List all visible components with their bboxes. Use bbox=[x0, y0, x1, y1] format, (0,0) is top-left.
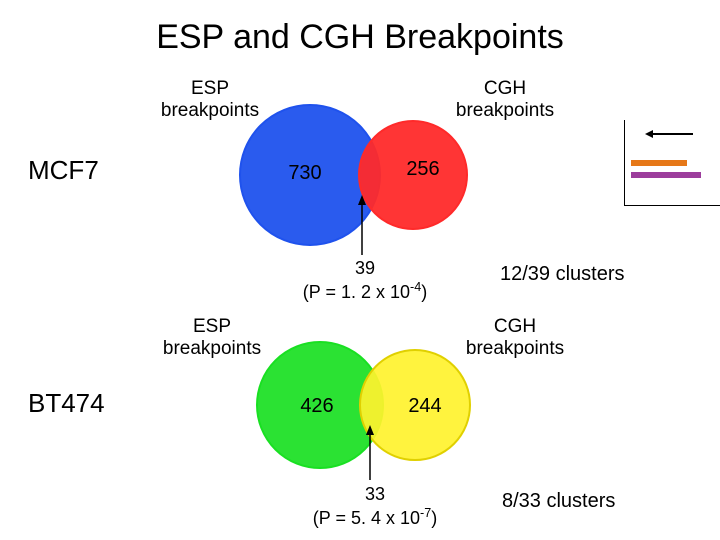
d2-int-p-pre: (P = 5. 4 x 10 bbox=[313, 508, 420, 528]
venn-diagram-2 bbox=[0, 0, 720, 540]
d2-clusters: 8/33 clusters bbox=[502, 490, 615, 513]
d2-int-val: 33 bbox=[365, 484, 385, 504]
d2-int-p-suf: ) bbox=[431, 508, 437, 528]
d2-right-value: 244 bbox=[400, 395, 450, 418]
d2-int-p-exp: -7 bbox=[420, 506, 431, 520]
d2-left-value: 426 bbox=[292, 395, 342, 418]
d2-intersect: 33 (P = 5. 4 x 10-7) bbox=[285, 484, 465, 529]
